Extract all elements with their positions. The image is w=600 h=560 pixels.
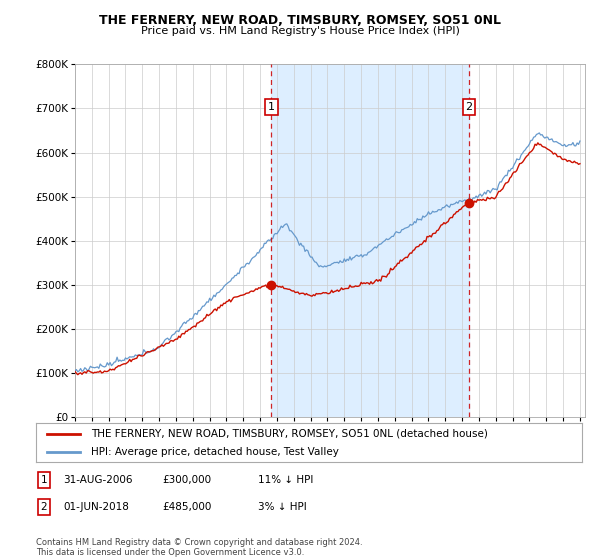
Text: 2: 2 <box>40 502 47 512</box>
Text: 01-JUN-2018: 01-JUN-2018 <box>63 502 129 512</box>
Text: 2: 2 <box>466 102 473 112</box>
Text: HPI: Average price, detached house, Test Valley: HPI: Average price, detached house, Test… <box>91 447 338 457</box>
Text: Contains HM Land Registry data © Crown copyright and database right 2024.
This d: Contains HM Land Registry data © Crown c… <box>36 538 362 557</box>
Text: 1: 1 <box>268 102 275 112</box>
Bar <box>271 64 469 417</box>
Text: Price paid vs. HM Land Registry's House Price Index (HPI): Price paid vs. HM Land Registry's House … <box>140 26 460 36</box>
Text: 3% ↓ HPI: 3% ↓ HPI <box>258 502 307 512</box>
Text: THE FERNERY, NEW ROAD, TIMSBURY, ROMSEY, SO51 0NL (detached house): THE FERNERY, NEW ROAD, TIMSBURY, ROMSEY,… <box>91 429 487 439</box>
Text: 11% ↓ HPI: 11% ↓ HPI <box>258 475 313 485</box>
Text: THE FERNERY, NEW ROAD, TIMSBURY, ROMSEY, SO51 0NL: THE FERNERY, NEW ROAD, TIMSBURY, ROMSEY,… <box>99 14 501 27</box>
Text: £485,000: £485,000 <box>162 502 211 512</box>
Text: 31-AUG-2006: 31-AUG-2006 <box>63 475 133 485</box>
Text: £300,000: £300,000 <box>162 475 211 485</box>
Text: 1: 1 <box>40 475 47 485</box>
